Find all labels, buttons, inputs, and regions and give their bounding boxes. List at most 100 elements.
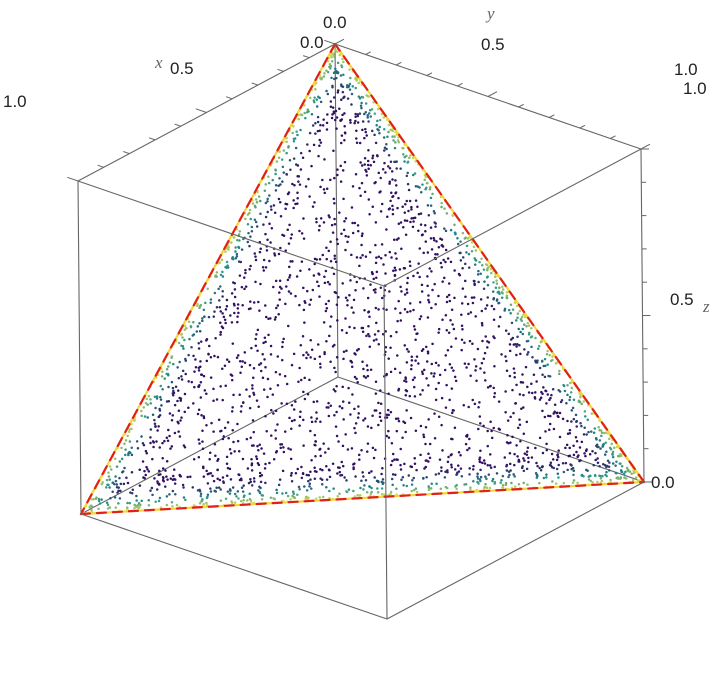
data-point: [170, 380, 174, 384]
data-point: [381, 332, 385, 336]
data-point: [424, 223, 427, 227]
data-point: [340, 406, 344, 410]
data-point: [381, 167, 385, 171]
data-point: [115, 483, 119, 486]
data-point: [180, 416, 183, 419]
data-point: [347, 235, 350, 238]
data-point: [332, 96, 336, 99]
data-point: [419, 212, 423, 215]
data-point: [399, 285, 402, 289]
data-point: [356, 493, 359, 497]
data-point: [343, 124, 346, 128]
data-point: [288, 276, 291, 279]
data-point: [436, 253, 439, 256]
data-point: [402, 266, 406, 270]
data-point: [126, 506, 129, 509]
data-point: [297, 485, 301, 489]
data-point: [517, 483, 521, 486]
data-point: [488, 385, 492, 388]
data-point: [391, 212, 395, 216]
data-point: [198, 306, 201, 310]
data-point: [241, 360, 244, 363]
data-point: [336, 319, 339, 322]
data-point: [298, 415, 302, 419]
data-point: [404, 233, 408, 236]
data-point: [574, 435, 578, 439]
data-point: [384, 171, 387, 174]
data-point: [140, 499, 143, 503]
data-point: [497, 427, 501, 430]
data-point: [183, 410, 187, 414]
data-point: [149, 428, 153, 431]
data-point: [433, 282, 436, 286]
data-point: [446, 469, 449, 472]
data-point: [262, 452, 266, 455]
data-point: [385, 143, 388, 146]
data-point: [445, 329, 449, 332]
data-point: [288, 273, 292, 277]
data-point: [275, 449, 279, 453]
data-point: [555, 411, 558, 415]
data-point: [458, 251, 461, 255]
data-point: [288, 223, 291, 227]
data-point: [572, 453, 576, 457]
data-point: [412, 220, 415, 223]
data-point: [300, 113, 303, 117]
data-point: [303, 397, 307, 401]
data-point: [453, 375, 457, 379]
x-tick-mark-0: [324, 39, 336, 45]
data-point: [388, 250, 392, 254]
data-point: [542, 386, 545, 389]
data-point: [429, 204, 433, 207]
data-point: [413, 328, 417, 331]
data-point: [599, 429, 603, 432]
data-point: [396, 319, 399, 323]
data-point: [320, 482, 324, 486]
data-point: [582, 400, 585, 403]
data-point: [507, 308, 511, 312]
data-point: [344, 296, 348, 300]
data-point: [181, 336, 184, 339]
data-point: [219, 333, 222, 336]
data-point: [228, 448, 232, 451]
data-point: [613, 446, 616, 449]
data-point: [256, 191, 259, 194]
data-point: [404, 393, 408, 397]
data-point: [339, 119, 342, 123]
data-point: [249, 264, 252, 268]
data-point: [391, 129, 394, 133]
data-point: [314, 420, 317, 423]
data-point: [583, 410, 587, 413]
data-point: [450, 308, 454, 312]
data-point: [339, 74, 343, 77]
data-point: [471, 342, 474, 345]
data-point: [406, 161, 409, 164]
data-point: [534, 391, 537, 394]
data-point: [238, 230, 242, 233]
data-point: [360, 243, 363, 247]
data-point: [434, 225, 437, 228]
y-tick-mark-3: [426, 72, 433, 76]
data-point: [413, 376, 416, 379]
data-point: [410, 483, 414, 486]
data-point: [143, 469, 146, 473]
z-tick-label-0: 0.0: [651, 473, 675, 492]
box-edge-0: [80, 376, 339, 515]
data-point: [439, 261, 443, 265]
data-point: [459, 240, 462, 243]
data-point: [399, 463, 402, 467]
data-point: [363, 112, 366, 116]
data-point: [325, 406, 328, 409]
data-point: [366, 374, 370, 378]
data-point: [125, 476, 128, 480]
data-point: [278, 279, 282, 283]
data-point: [243, 361, 247, 365]
data-point: [434, 222, 437, 225]
data-point: [321, 124, 325, 127]
data-point: [427, 488, 431, 492]
data-point: [234, 246, 237, 249]
data-point: [543, 415, 547, 419]
data-point: [336, 71, 340, 75]
data-point: [230, 241, 233, 244]
data-point: [464, 262, 467, 266]
